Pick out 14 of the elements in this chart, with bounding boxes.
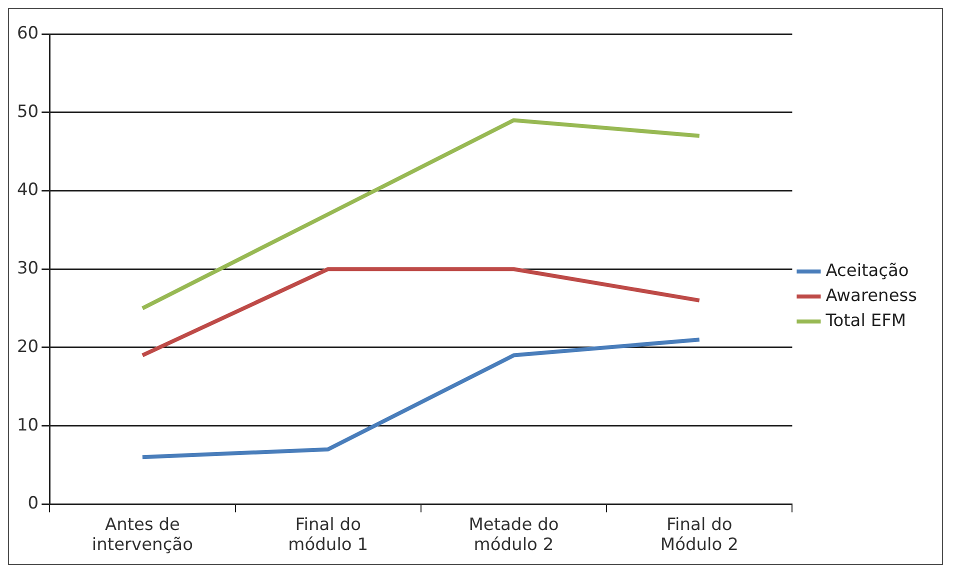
legend-label: Awareness (826, 286, 918, 306)
y-tick-label: 20 (16, 336, 39, 357)
legend-label: Aceitação (826, 260, 909, 281)
y-tick-label: 30 (16, 258, 39, 279)
y-tick-label: 40 (16, 180, 39, 200)
y-tick-label: 50 (16, 102, 39, 122)
y-tick-label: 0 (28, 494, 39, 514)
x-tick-label: Final do Módulo 2 (660, 514, 738, 556)
y-tick-label: 60 (16, 23, 39, 44)
legend-label: Total EFM (824, 310, 906, 331)
x-tick-label: Metade do módulo 2 (468, 514, 559, 556)
x-tick-label: Final do módulo 1 (288, 514, 368, 556)
y-tick-label: 10 (16, 415, 39, 436)
x-tick-label: Antes de intervenção (92, 514, 193, 556)
